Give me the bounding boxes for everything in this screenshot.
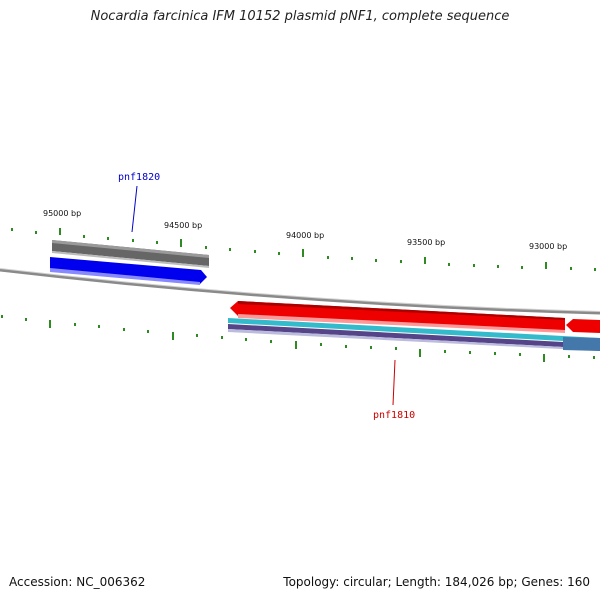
accession-text: Accession: NC_006362	[9, 575, 146, 589]
tick-label: 93000 bp	[529, 242, 567, 251]
backbone-arc-highlight	[0, 268, 600, 312]
gray-feature	[52, 240, 209, 268]
gene-label-pnf1810[interactable]: pnf1810	[373, 410, 415, 421]
steelblue-feature	[563, 337, 600, 351]
gene-pnf1820-arrow[interactable]	[50, 257, 207, 285]
purple-feature	[228, 324, 600, 351]
red-feature-2	[566, 319, 600, 333]
tick-label: 95000 bp	[43, 209, 81, 218]
topology-summary: Topology: circular; Length: 184,026 bp; …	[283, 575, 590, 589]
gene-pnf1820-leader	[131, 185, 138, 233]
gene-pnf1810-leader	[392, 359, 396, 406]
cyan-feature	[228, 318, 600, 343]
backbone-arc	[0, 268, 600, 315]
inner-ticks	[1, 315, 595, 362]
gene-label-pnf1820[interactable]: pnf1820	[118, 172, 160, 183]
tick-label: 93500 bp	[407, 238, 445, 247]
tick-label: 94500 bp	[164, 221, 202, 230]
gene-pnf1810-arrow[interactable]	[230, 301, 565, 333]
tick-label: 94000 bp	[286, 231, 324, 240]
outer-ticks	[11, 228, 596, 271]
map-title: Nocardia farcinica IFM 10152 plasmid pNF…	[90, 9, 510, 24]
